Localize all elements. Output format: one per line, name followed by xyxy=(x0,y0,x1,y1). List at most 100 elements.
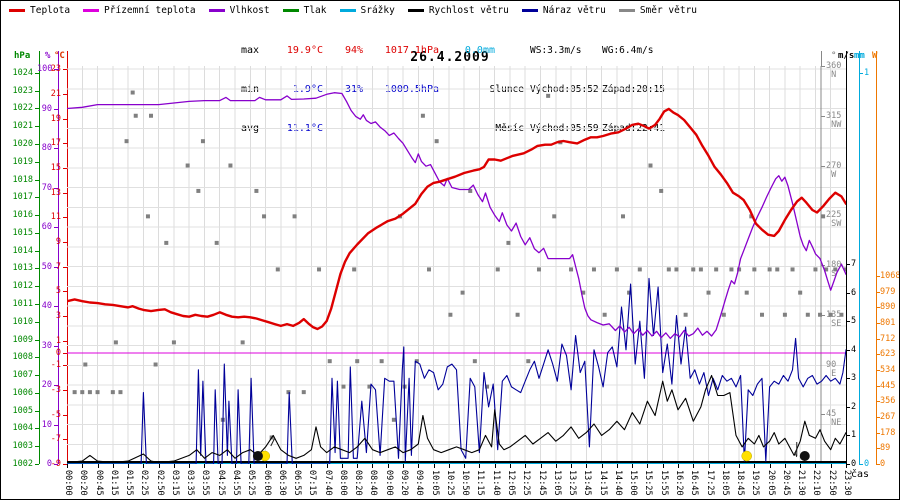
x-tick xyxy=(418,464,420,468)
precip-axis xyxy=(859,51,860,464)
x-tick xyxy=(540,464,542,468)
x-tick xyxy=(464,464,466,468)
x-tick xyxy=(357,464,359,468)
stats-max-temp: 19.9°C xyxy=(286,45,323,56)
moonset-marker xyxy=(799,451,810,461)
x-tick xyxy=(815,464,817,468)
legend-swatch xyxy=(83,9,100,12)
x-tick-label: 11:15 xyxy=(475,470,486,496)
x-tick-label: 10:25 xyxy=(444,470,455,496)
legend-swatch xyxy=(618,9,635,12)
legend-item-2: Přízemní teplota xyxy=(83,5,196,16)
x-tick-label: 20:05 xyxy=(765,470,776,496)
x-tick-label: 00:00 xyxy=(63,470,73,496)
moonrise-marker xyxy=(252,451,263,461)
x-tick-label: 22:50 xyxy=(826,470,837,496)
x-tick-label: 03:35 xyxy=(185,470,196,496)
x-tick xyxy=(265,464,267,468)
stats-max-pressure: 1017.1hPa xyxy=(384,45,439,56)
x-tick xyxy=(616,464,618,468)
x-tick xyxy=(479,464,481,468)
x-tick xyxy=(97,464,99,468)
x-tick xyxy=(280,464,282,468)
x-tick xyxy=(784,464,786,468)
stats-max-label: max xyxy=(241,45,260,56)
x-tick-label: 15:00 xyxy=(628,470,639,496)
direction-axis-unit: ° xyxy=(831,51,837,61)
x-tick xyxy=(112,464,114,468)
x-tick-label: 00:45 xyxy=(93,470,104,496)
legend-swatch xyxy=(282,9,299,12)
x-tick-label: 18:45 xyxy=(735,470,746,496)
x-tick xyxy=(723,464,725,468)
legend-item-5: Srážky xyxy=(339,5,395,16)
sun-label: Slunce xyxy=(489,84,524,95)
x-tick-label: 10:50 xyxy=(460,470,471,496)
x-axis-title: čas xyxy=(851,469,870,480)
x-tick-label: 22:10 xyxy=(811,470,822,496)
x-tick-label: 12:05 xyxy=(505,470,516,496)
stats-min-humidity: 31% xyxy=(344,84,363,95)
sunset-marker xyxy=(741,450,752,462)
x-tick-label: 08:00 xyxy=(337,470,348,496)
x-tick xyxy=(525,464,527,468)
x-tick-label: 13:05 xyxy=(551,470,562,496)
x-tick-label: 18:05 xyxy=(719,470,730,496)
wind-speed-avg: WS:3.3m/s xyxy=(530,45,582,56)
x-tick-label: 16:45 xyxy=(689,470,700,496)
x-tick-label: 00:20 xyxy=(78,470,89,496)
x-tick-label: 04:25 xyxy=(215,470,226,496)
x-tick-label: 07:40 xyxy=(322,470,333,496)
x-tick-label: 16:20 xyxy=(673,470,684,496)
x-tick xyxy=(708,464,710,468)
x-tick xyxy=(846,464,847,468)
legend-item-7: Náraz větru xyxy=(521,5,606,16)
legend-item-8: Směr větru xyxy=(618,5,697,16)
x-tick xyxy=(739,464,741,468)
x-tick xyxy=(219,464,221,468)
x-tick xyxy=(662,464,664,468)
legend-swatch xyxy=(339,9,356,12)
x-tick-label: 14:15 xyxy=(597,470,608,496)
legend-label: Vlhkost xyxy=(229,5,270,16)
chart-title: 26.4.2009 xyxy=(410,50,490,65)
legend-swatch xyxy=(407,9,424,12)
x-tick-label: 21:30 xyxy=(796,470,807,496)
x-tick xyxy=(433,464,435,468)
x-tick-label: 04:55 xyxy=(231,470,242,496)
sunrise-time: Východ:05:52 xyxy=(530,84,599,95)
legend-label: Srážky xyxy=(360,5,395,16)
x-tick xyxy=(571,464,573,468)
x-tick xyxy=(555,464,557,468)
x-tick xyxy=(632,464,634,468)
x-tick-label: 08:40 xyxy=(368,470,379,496)
x-tick xyxy=(189,464,191,468)
radiation-axis xyxy=(876,51,877,464)
legend-swatch xyxy=(208,9,225,12)
x-tick-label: 06:30 xyxy=(276,470,287,496)
x-tick-label: 01:55 xyxy=(124,470,135,496)
x-tick-label: 20:45 xyxy=(780,470,791,496)
x-tick-label: 09:00 xyxy=(383,470,394,496)
stats-max-precip: 0.0mm xyxy=(464,45,495,56)
x-tick xyxy=(509,464,511,468)
x-tick-label: 19:25 xyxy=(750,470,761,496)
x-tick xyxy=(326,464,328,468)
x-tick xyxy=(769,464,771,468)
meteogram-plot xyxy=(67,66,846,464)
pressure-axis-unit: hPa xyxy=(14,51,31,61)
x-tick xyxy=(143,464,145,468)
x-tick xyxy=(173,464,175,468)
x-tick xyxy=(82,464,84,468)
x-tick xyxy=(830,464,832,468)
legend-label: Náraz větru xyxy=(542,5,606,16)
wind-axis xyxy=(846,51,847,464)
x-tick xyxy=(494,464,496,468)
x-tick-label: 06:55 xyxy=(292,470,303,496)
x-tick xyxy=(387,464,389,468)
x-tick xyxy=(235,464,237,468)
legend-label: Tlak xyxy=(303,5,327,16)
legend-item-6: Rychlost větru xyxy=(407,5,509,16)
x-tick-label: 13:25 xyxy=(567,470,578,496)
x-tick xyxy=(67,464,68,468)
